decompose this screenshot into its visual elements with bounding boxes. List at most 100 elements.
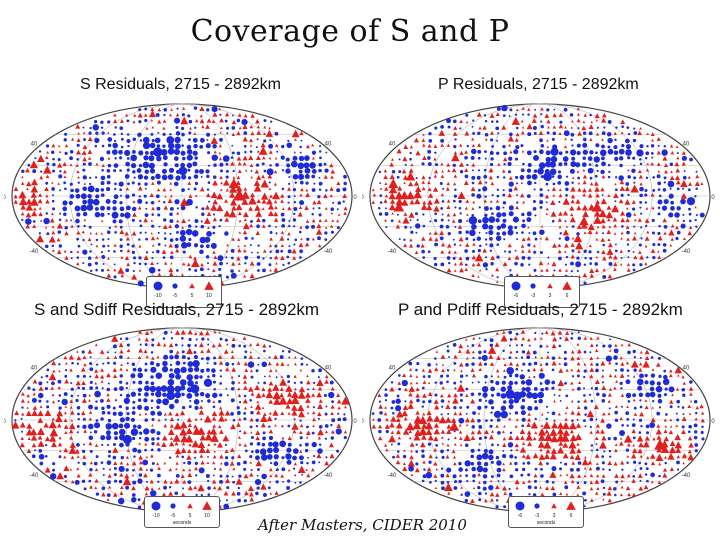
positive-residual-marker (220, 188, 223, 191)
positive-residual-marker (619, 437, 623, 440)
positive-residual-marker (694, 205, 697, 209)
negative-residual-marker (266, 168, 274, 176)
negative-residual-marker (490, 460, 494, 464)
positive-residual-marker (316, 378, 324, 386)
negative-residual-marker (181, 350, 185, 354)
negative-residual-marker (262, 268, 266, 273)
negative-residual-marker (282, 263, 285, 267)
negative-residual-marker (262, 436, 266, 441)
negative-residual-marker (156, 437, 160, 441)
positive-residual-marker (162, 126, 166, 130)
positive-residual-marker (268, 244, 273, 248)
positive-residual-marker (272, 191, 281, 200)
positive-residual-marker (48, 235, 56, 243)
positive-residual-marker (565, 406, 569, 409)
positive-residual-marker (330, 175, 334, 179)
positive-residual-marker (261, 224, 266, 228)
negative-residual-marker (119, 188, 122, 192)
positive-residual-marker (57, 144, 61, 148)
positive-residual-marker (598, 209, 607, 218)
positive-residual-marker (291, 390, 299, 398)
negative-residual-marker (57, 158, 61, 162)
positive-residual-marker (451, 449, 456, 454)
positive-residual-marker (660, 440, 669, 448)
positive-residual-marker (649, 453, 656, 459)
negative-residual-marker (583, 394, 586, 397)
positive-residual-marker (607, 412, 611, 416)
positive-residual-marker (323, 174, 328, 179)
positive-residual-marker (265, 390, 274, 399)
positive-residual-marker (453, 151, 458, 155)
negative-residual-marker (484, 181, 488, 184)
negative-residual-marker (614, 243, 617, 246)
positive-residual-marker (337, 406, 341, 410)
positive-residual-marker (87, 136, 93, 142)
negative-residual-marker (564, 181, 570, 186)
negative-residual-marker (307, 456, 309, 459)
positive-residual-marker (306, 411, 310, 415)
positive-residual-marker (644, 405, 649, 410)
negative-residual-marker (186, 393, 193, 399)
positive-residual-marker (63, 411, 67, 415)
negative-residual-marker (219, 375, 223, 378)
negative-residual-marker (45, 443, 48, 447)
positive-residual-marker (526, 123, 533, 130)
positive-residual-marker (225, 367, 230, 372)
negative-residual-marker (447, 219, 450, 222)
negative-residual-marker (429, 481, 432, 484)
positive-residual-marker (200, 262, 204, 267)
positive-residual-marker (515, 205, 519, 210)
negative-residual-marker (465, 374, 468, 377)
negative-residual-marker (123, 397, 131, 405)
negative-residual-marker (112, 206, 117, 211)
negative-residual-marker (138, 262, 142, 266)
positive-residual-marker (397, 381, 402, 385)
positive-residual-marker (602, 498, 605, 501)
positive-residual-marker (464, 267, 469, 271)
negative-residual-marker (224, 461, 229, 467)
negative-residual-marker (596, 250, 600, 254)
positive-residual-marker (143, 113, 148, 117)
positive-residual-marker (464, 150, 469, 154)
positive-residual-marker (620, 393, 625, 397)
positive-residual-marker (459, 436, 463, 440)
positive-residual-marker (273, 267, 279, 272)
positive-residual-marker (644, 262, 648, 266)
negative-residual-marker (163, 330, 168, 335)
negative-residual-marker (105, 434, 112, 441)
positive-residual-marker (471, 143, 476, 148)
negative-residual-marker (207, 493, 211, 496)
negative-residual-marker (633, 368, 637, 372)
positive-residual-marker (194, 118, 199, 123)
positive-residual-marker (175, 113, 180, 117)
negative-residual-marker (681, 425, 685, 429)
positive-residual-marker (388, 203, 396, 211)
negative-residual-marker (614, 493, 617, 497)
positive-residual-marker (589, 498, 594, 502)
negative-residual-marker (105, 423, 113, 430)
positive-residual-marker (132, 120, 136, 124)
positive-residual-marker (614, 448, 618, 453)
negative-residual-marker (603, 126, 606, 129)
positive-residual-marker (176, 211, 180, 215)
negative-residual-marker (87, 256, 92, 260)
negative-residual-marker (558, 256, 562, 261)
negative-residual-marker (218, 399, 222, 404)
negative-residual-marker (553, 108, 556, 111)
positive-residual-marker (199, 434, 207, 441)
positive-residual-marker (674, 175, 680, 181)
negative-residual-marker (465, 363, 469, 367)
negative-residual-marker (588, 163, 592, 166)
negative-residual-marker (632, 250, 635, 253)
negative-residual-marker (415, 176, 418, 179)
negative-residual-marker (257, 468, 260, 471)
negative-residual-marker (263, 169, 267, 173)
negative-residual-marker (447, 438, 450, 441)
negative-residual-marker (305, 181, 309, 185)
positive-residual-marker (521, 237, 526, 242)
negative-residual-marker (317, 236, 321, 241)
negative-residual-marker (262, 493, 267, 497)
negative-residual-marker (633, 181, 636, 184)
negative-residual-marker (478, 436, 482, 441)
positive-residual-marker (530, 421, 539, 429)
